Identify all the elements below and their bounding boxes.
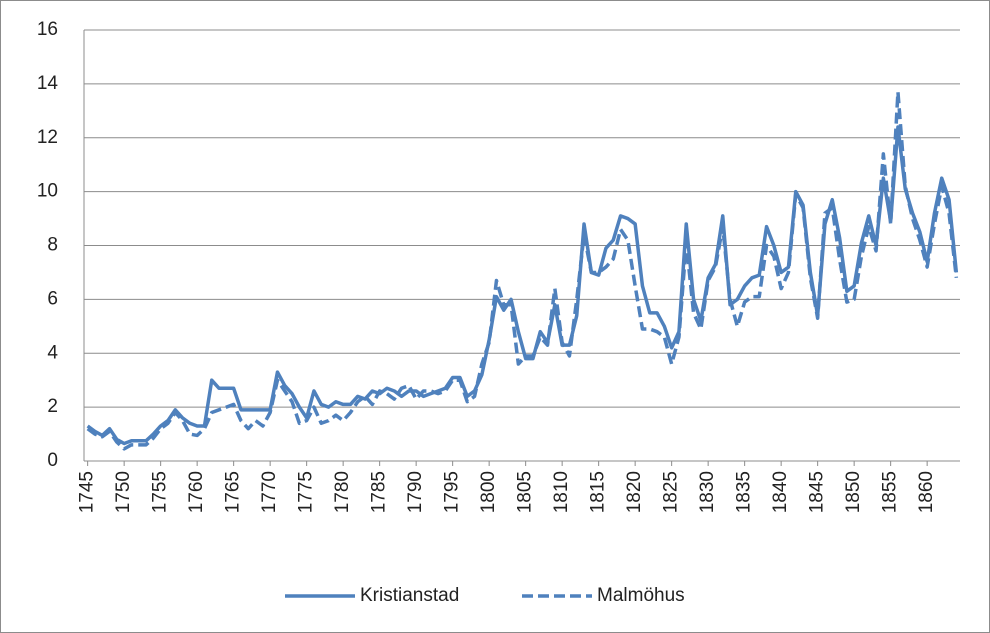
legend-label: Malmöhus [597,585,685,606]
y-tick-label: 14 [37,73,59,94]
x-tick-label: 1820 [624,471,645,513]
series-line [86,90,959,451]
y-tick-label: 8 [47,235,58,256]
x-tick-label: 1855 [880,471,901,513]
x-tick-label: 1785 [369,471,390,513]
x-tick-label: 1840 [770,471,791,513]
x-tick-label: 1765 [223,471,244,513]
x-tick-label: 1805 [515,471,536,513]
x-tick-label: 1760 [186,471,207,513]
y-tick-label: 2 [47,396,58,417]
x-tick-label: 1775 [296,471,317,513]
x-tick-label: 1800 [478,471,499,513]
x-tick-label: 1845 [807,471,828,513]
y-tick-label: 12 [37,127,58,148]
y-tick-label: 10 [37,181,58,202]
x-tick-label: 1780 [332,471,353,513]
x-tick-label: 1810 [551,471,572,513]
x-tick-label: 1770 [259,471,280,513]
x-tick-label: 1830 [697,471,718,513]
x-tick-label: 1750 [113,471,134,513]
x-tick-label: 1795 [442,471,463,513]
y-tick-label: 16 [37,19,58,40]
y-tick-label: 4 [47,342,58,363]
legend-label: Kristianstad [360,585,459,606]
x-tick-label: 1790 [405,471,426,513]
x-tick-label: 1825 [661,471,682,513]
x-tick-label: 1850 [843,471,864,513]
series-line [86,125,959,446]
x-tick-label: 1860 [916,471,937,513]
y-tick-label: 6 [47,288,58,309]
y-tick-label: 0 [47,450,58,471]
x-tick-label: 1745 [77,471,98,513]
x-tick-label: 1815 [588,471,609,513]
x-tick-label: 1835 [734,471,755,513]
x-tick-label: 1755 [150,471,171,513]
